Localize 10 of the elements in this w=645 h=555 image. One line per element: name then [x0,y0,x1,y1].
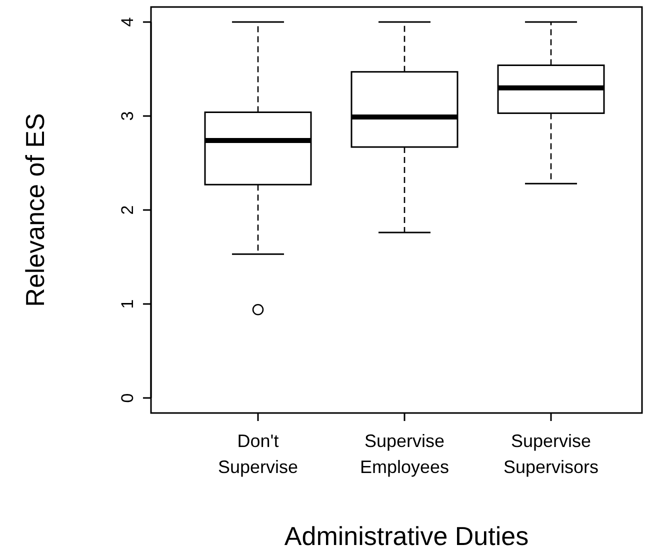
y-axis-title: Relevance of ES [20,113,50,307]
y-tick-label: 0 [118,393,137,403]
y-tick-label: 2 [118,205,137,215]
x-tick-label: Supervise Supervisors [503,431,599,477]
x-axis-title: Administrative Duties [284,521,529,551]
x-tick-label: Don't Supervise [218,431,298,477]
x-tick-label: Supervise Employees [360,431,450,477]
y-tick-label: 3 [118,111,137,121]
y-tick-label: 4 [118,17,137,27]
y-tick-label: 1 [118,299,137,309]
